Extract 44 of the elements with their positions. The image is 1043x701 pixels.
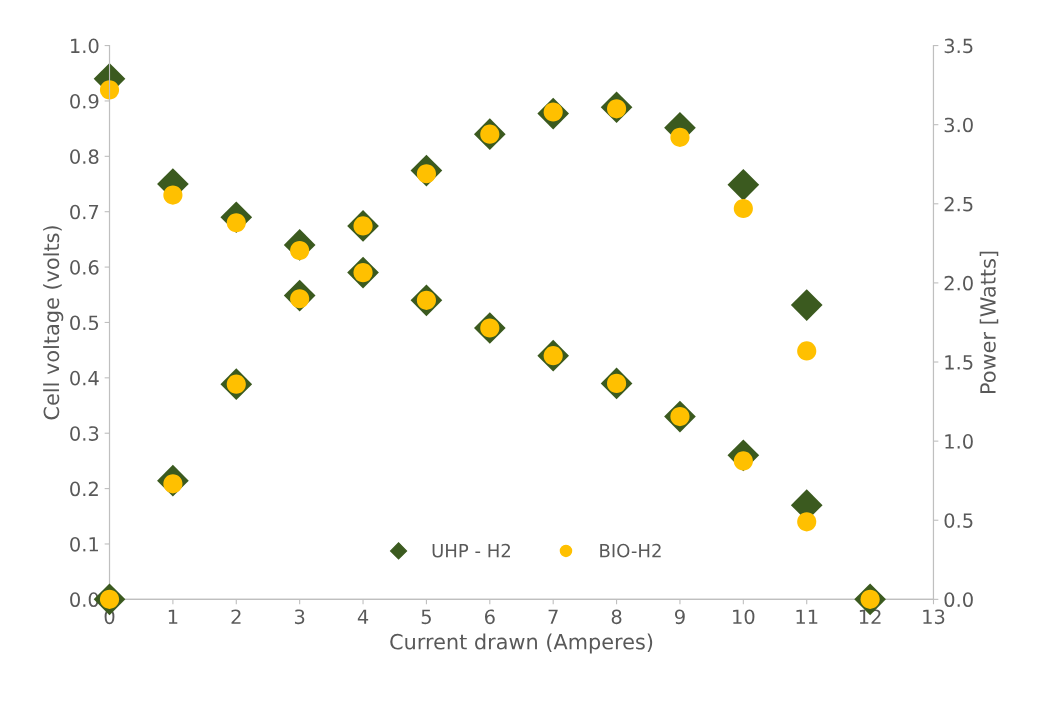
x-tick-label: 3 bbox=[294, 609, 305, 625]
x-tick-label: 13 bbox=[923, 609, 945, 625]
x-tick-label: 12 bbox=[859, 609, 881, 624]
point bbox=[670, 127, 690, 147]
x-tick-label: 8 bbox=[611, 609, 622, 625]
y2-tick-label: 3.5 bbox=[944, 38, 973, 54]
x-tick-label: 9 bbox=[674, 609, 685, 625]
point bbox=[797, 341, 817, 361]
y-tick-label: 0.6 bbox=[70, 260, 99, 275]
x-tick-label: 11 bbox=[796, 609, 818, 624]
x-tick-label: 10 bbox=[733, 609, 755, 625]
x-tick-label: 4 bbox=[357, 609, 369, 624]
y2-tick-label: 1.5 bbox=[945, 355, 973, 370]
x-tick-label: 6 bbox=[484, 609, 495, 625]
y-tick-label: 0.4 bbox=[70, 370, 99, 386]
x-tick-label: 5 bbox=[421, 609, 431, 625]
y2-tick-label: 2.0 bbox=[944, 275, 973, 291]
y-tick-label: 1.0 bbox=[71, 38, 99, 54]
point bbox=[790, 289, 823, 321]
point bbox=[727, 168, 760, 201]
legend-label: UHP - H2 bbox=[432, 543, 510, 558]
y2-tick-label: 2.5 bbox=[944, 196, 973, 212]
y-tick-label: 0.2 bbox=[70, 481, 98, 497]
y2-tick-label: 3.0 bbox=[944, 117, 973, 133]
y2-tick-label: 0.5 bbox=[944, 513, 973, 528]
y2-axis-title: Power [Watts] bbox=[979, 251, 999, 393]
y-tick-label: 0.5 bbox=[70, 315, 99, 331]
point bbox=[733, 198, 753, 219]
y-tick-label: 0.1 bbox=[70, 536, 98, 552]
point bbox=[99, 80, 120, 100]
y-axis-title: Cell voltage (volts) bbox=[43, 226, 64, 420]
y2-tick-label: 0.0 bbox=[944, 592, 973, 608]
legend-label: BIO-H2 bbox=[600, 543, 661, 558]
point bbox=[163, 185, 183, 205]
point bbox=[797, 512, 817, 532]
y-tick-label: 0.9 bbox=[70, 93, 99, 109]
x-tick-label: 2 bbox=[231, 609, 241, 624]
y-tick-label: 0.8 bbox=[70, 149, 99, 164]
x-axis-title: Current drawn (Amperes) bbox=[390, 633, 653, 654]
y-tick-label: 0.3 bbox=[70, 426, 99, 441]
x-tick-label: 1 bbox=[168, 609, 178, 624]
y2-tick-label: 1.0 bbox=[945, 434, 973, 449]
y-tick-label: 0.7 bbox=[70, 204, 99, 220]
x-tick-label: 7 bbox=[548, 609, 558, 624]
